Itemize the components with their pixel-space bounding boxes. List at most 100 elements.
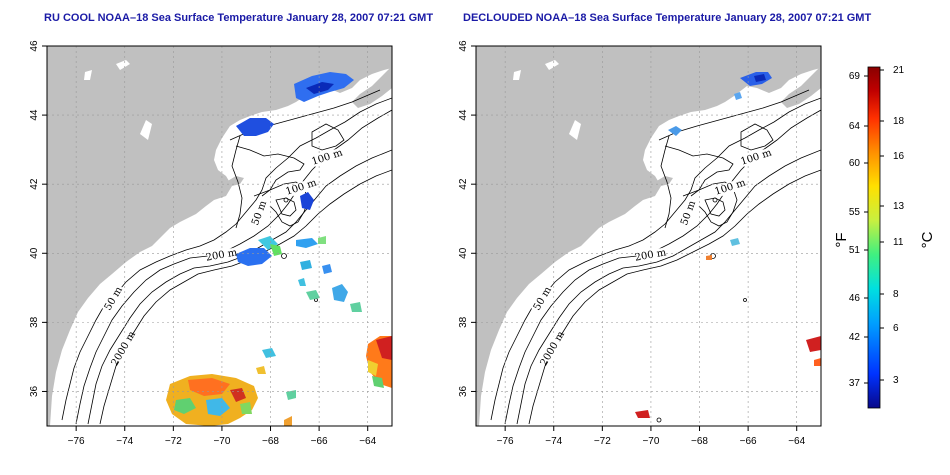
sst-patch-cold: [734, 92, 742, 100]
colorbar-f-tick-label: 60: [849, 158, 861, 169]
sst-patch-cold: [306, 82, 334, 94]
y-tick-label: 38: [458, 316, 469, 328]
colorbar-c-tick-label: 13: [893, 201, 905, 212]
right-map-panel: [476, 46, 821, 426]
x-tick-label: −74: [116, 436, 133, 447]
sst-patch-mixed: [350, 302, 362, 312]
y-tick-label: 38: [29, 316, 40, 328]
colorbar-c-tick-label: 6: [893, 323, 899, 334]
contour-label-bg: [206, 247, 237, 264]
sst-patch-warm: [206, 398, 230, 416]
left-panel-axes: −76 −74 −72 −70 −68 −66 −64 36 38 40 42 44 46 100 m 10…: [29, 40, 393, 447]
sst-patch-mixed: [284, 416, 292, 426]
sst-patch-warm: [376, 336, 392, 360]
sst-patch-warm: [368, 360, 378, 376]
contour-label: 100 m: [310, 147, 344, 167]
y-tick-label: 44: [29, 109, 40, 121]
sst-patch-mixed: [298, 278, 306, 286]
y-tick-label: 42: [29, 178, 40, 190]
sst-patch-cold: [754, 74, 766, 82]
sst-patch-mixed: [730, 238, 740, 246]
contour-label-bg: [635, 247, 666, 264]
x-tick-label: −64: [359, 436, 376, 447]
colorbar-f-tick-label: 51: [849, 245, 861, 256]
sst-patch-warm: [806, 336, 821, 352]
colorbar-c-tick-label: 21: [893, 65, 905, 76]
contour-label-bg: [286, 178, 317, 198]
sst-patch-cold: [668, 126, 682, 136]
sst-patch-cold: [236, 118, 274, 136]
colorbar-gradient: [867, 66, 881, 409]
contour-label-bg: [541, 333, 565, 364]
colorbar-f-tick-label: 46: [849, 293, 861, 304]
y-tick-label: 36: [29, 385, 40, 397]
map-frame: [475, 45, 822, 427]
colorbar-c-tick-label: 18: [893, 116, 905, 127]
contour-label-bg: [112, 333, 136, 364]
left-sst-patches: [166, 72, 392, 426]
colorbar-celsius-unit: °C: [919, 231, 936, 248]
contour-label-bg: [741, 148, 772, 168]
sst-patch-mixed: [300, 260, 312, 270]
contour-label-bg: [678, 198, 699, 229]
sst-patch-warm: [372, 376, 384, 388]
contour-label-bg: [531, 283, 555, 314]
contour-label: 2000 m: [110, 329, 139, 368]
sst-patch-warm: [814, 358, 821, 366]
x-tick-label: −74: [545, 436, 562, 447]
colorbar-f-tick-label: 42: [849, 332, 861, 343]
contour-label-bg: [312, 148, 343, 168]
x-tick-label: −76: [68, 436, 85, 447]
colorbar-c-tick-label: 3: [893, 375, 899, 386]
y-tick-label: 40: [29, 247, 40, 259]
colorbar-f-tick-label: 55: [849, 207, 861, 218]
y-tick-label: 36: [458, 385, 469, 397]
sst-patch-mixed: [706, 255, 712, 260]
y-tick-label: 42: [458, 178, 469, 190]
sst-patch-mixed: [306, 290, 320, 300]
sst-patch-mixed: [270, 244, 282, 256]
x-tick-label: −72: [165, 436, 182, 447]
contour-label: 50 m: [532, 285, 554, 313]
x-tick-label: −68: [691, 436, 708, 447]
right-panel-title: DECLOUDED NOAA–18 Sea Surface Temperatur…: [463, 12, 872, 24]
colorbar: 69 64 60 55 51 46 42 37 21 18 16 13 11 8 6 3 °F °C: [833, 65, 936, 409]
x-tick-label: −70: [642, 436, 659, 447]
right-sst-patches: [635, 72, 821, 418]
left-map-panel: [47, 46, 392, 426]
x-tick-label: −66: [311, 436, 328, 447]
sst-patch-warm: [635, 410, 650, 418]
sst-patch-warm: [240, 402, 252, 414]
sst-patch-cold: [300, 192, 314, 210]
y-tick-label: 46: [458, 40, 469, 52]
contour-label: 100 m: [284, 177, 318, 197]
sst-patch-mixed: [322, 264, 332, 274]
contour-label: 50 m: [103, 285, 125, 313]
colorbar-f-tick-label: 37: [849, 378, 861, 389]
contour-label-bg: [102, 283, 126, 314]
x-tick-label: −70: [213, 436, 230, 447]
sst-patch-mixed: [256, 366, 266, 374]
map-frame: [46, 45, 393, 427]
x-tick-label: −66: [740, 436, 757, 447]
contour-label: 2000 m: [539, 329, 568, 368]
sst-patch-mixed: [286, 390, 296, 400]
contour-label-bg: [715, 178, 746, 198]
x-tick-label: −64: [788, 436, 805, 447]
colorbar-c-tick-label: 11: [893, 237, 904, 248]
contour-label: 100 m: [713, 177, 747, 197]
sst-patch-mixed: [236, 248, 272, 266]
colorbar-f-tick-label: 64: [849, 121, 861, 132]
contour-label: 100 m: [739, 147, 773, 167]
colorbar-c-tick-label: 8: [893, 289, 899, 300]
y-tick-label: 40: [458, 247, 469, 259]
y-tick-label: 44: [458, 109, 469, 121]
x-tick-label: −72: [594, 436, 611, 447]
x-tick-label: −68: [262, 436, 279, 447]
sst-patch-warm: [174, 398, 196, 414]
sst-patch-mixed: [296, 238, 318, 248]
colorbar-c-tick-label: 16: [893, 151, 905, 162]
colorbar-f-tick-label: 69: [849, 71, 861, 82]
sst-patch-mixed: [318, 236, 326, 244]
